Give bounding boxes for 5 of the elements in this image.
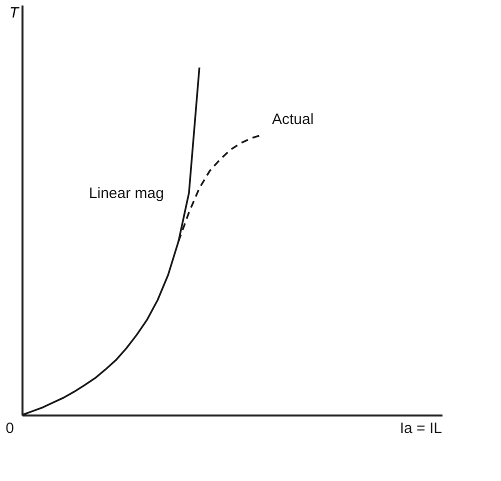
y-axis-title: T [9, 4, 20, 22]
text: 0 [6, 420, 14, 437]
text: Ia = IL [400, 420, 442, 437]
series-label: Linear mag [88, 184, 164, 202]
series-label: Actual [272, 110, 314, 128]
